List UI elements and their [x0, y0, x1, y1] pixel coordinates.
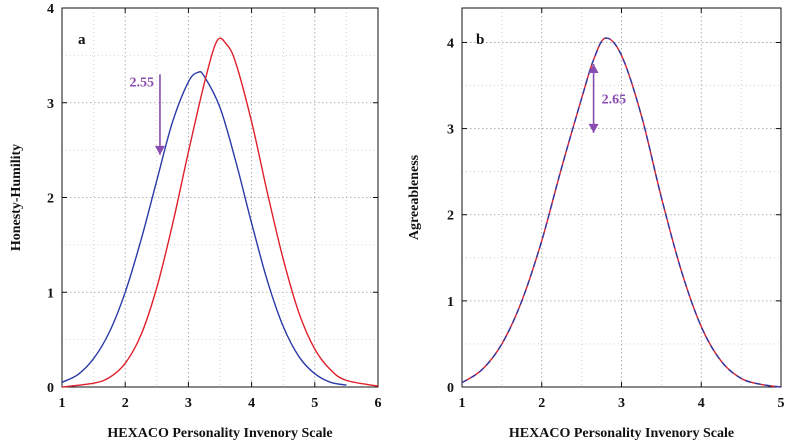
y-tick-label: 3: [447, 123, 454, 138]
annotation: 2.65: [588, 63, 627, 133]
annotation-value: 2.55: [129, 75, 154, 90]
y-tick-label: 2: [47, 192, 54, 207]
y-tick-label: 0: [47, 381, 54, 396]
x-tick-label: 1: [459, 396, 466, 411]
y-axis-label: Honesty-Humility: [9, 144, 24, 251]
x-tick-label: 1: [59, 396, 66, 411]
y-tick-label: 0: [447, 381, 454, 396]
series-line: [461, 37, 782, 388]
x-tick-label: 6: [375, 396, 382, 411]
annotation-arrowhead: [154, 145, 165, 155]
y-tick-label: 1: [47, 286, 54, 301]
gridlines: [62, 8, 378, 387]
gridlines: [462, 8, 781, 387]
x-tick-label: 4: [248, 396, 255, 411]
x-tick-label: 3: [185, 396, 192, 411]
y-tick-label: 4: [47, 2, 54, 17]
y-axis-label: Agreeableness: [407, 154, 422, 240]
annotation: 2.55: [129, 74, 165, 155]
x-tick-label: 4: [698, 396, 705, 411]
y-tick-label: 3: [47, 97, 54, 112]
series-line: [61, 37, 379, 388]
annotation-arrowhead: [588, 123, 599, 133]
x-axis-label: HEXACO Personality Invenory Scale: [107, 426, 332, 441]
x-tick-label: 3: [618, 396, 625, 411]
y-tick-label: 1: [447, 295, 454, 310]
annotation-value: 2.65: [602, 92, 627, 107]
annotation-arrowhead-top: [588, 63, 599, 73]
y-tick-label: 4: [447, 36, 454, 51]
x-tick-label: 2: [122, 396, 129, 411]
y-tick-label: 2: [447, 209, 454, 224]
panel-label: b: [476, 32, 484, 48]
x-tick-label: 2: [538, 396, 545, 411]
x-tick-label: 5: [778, 396, 785, 411]
x-axis-label: HEXACO Personality Invenory Scale: [509, 426, 734, 441]
panel-label: a: [78, 32, 86, 48]
x-tick-label: 5: [311, 396, 318, 411]
series-line: [61, 70, 347, 386]
